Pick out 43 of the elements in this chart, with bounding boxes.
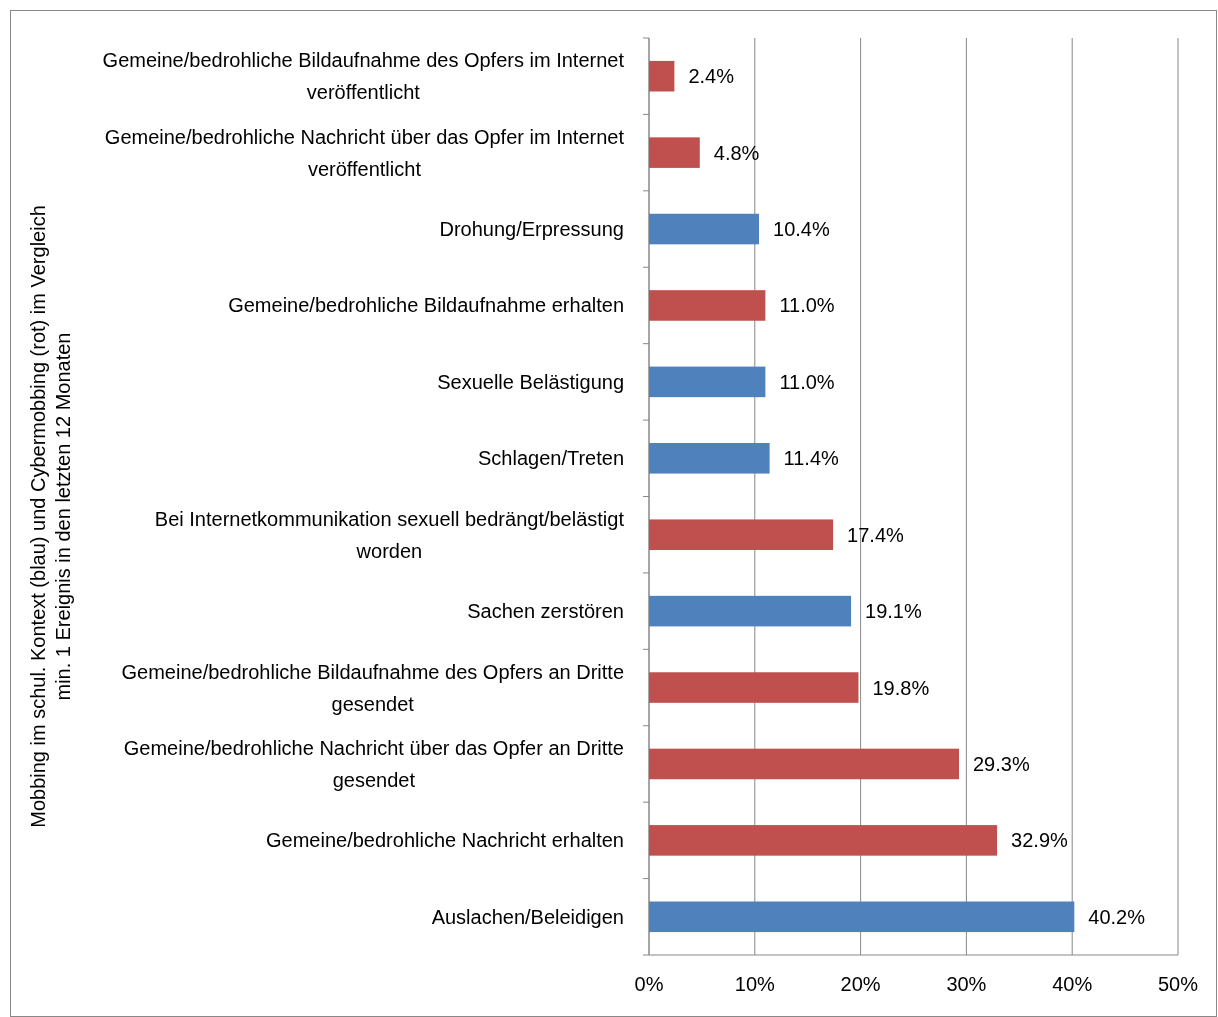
data-label: 11.0% [779,294,835,317]
x-tick-label: 50% [1157,973,1199,995]
y-tick-label: Sexuelle Belästigung [437,370,624,393]
y-tick-label: Gemeine/bedrohliche Nachricht über das Opfer an Dritte gesendet [123,736,625,791]
bar [649,901,1075,933]
x-tick-label: 10% [734,973,776,995]
bar [649,213,760,245]
y-tick-label: Gemeine/bedrohliche Nachricht erhalten [266,829,624,852]
bar [649,595,852,627]
x-tick-label: 40% [1052,973,1093,995]
data-label: 10.4% [773,218,830,241]
data-label: 40.2% [1088,905,1146,928]
x-tick-label: 20% [840,973,881,995]
data-label: 4.8% [713,141,760,164]
bar [649,519,834,550]
bar [649,825,998,856]
y-tick-label: Bei Internetkommunikation sexuell bedrängt/belästigt worden [154,507,625,562]
y-tick-label: Gemeine/bedrohliche Bildaufnahme des Opfers an Dritte gesendet [121,660,624,715]
bar [649,137,700,168]
data-label: 17.4% [847,523,905,546]
bar [649,290,766,321]
bar [649,748,959,780]
data-label: 2.4% [688,65,735,88]
data-label: 32.9% [1011,829,1069,852]
bar [649,366,766,398]
data-label: 11.0% [779,370,835,393]
bar [649,60,675,92]
y-tick-label: Auslachen/Beleidigen [431,905,625,928]
data-label: 11.4% [783,447,840,470]
y-tick-label: Gemeine/bedrohliche Bildaufnahme des Opfers im Internet veröffentlicht [102,49,625,104]
bar [649,672,859,703]
data-label: 19.1% [865,600,922,623]
y-tick-label: Gemeine/bedrohliche Nachricht über das Opfer im Internet veröffentlicht [104,125,625,180]
y-tick-label: Drohung/Erpressung [439,218,625,241]
data-label: 29.3% [972,752,1030,775]
x-tick-label: 0% [634,973,664,995]
y-tick-label: Gemeine/bedrohliche Bildaufnahme erhalten [228,294,624,317]
bar [649,443,770,474]
y-tick-label: Sachen zerstören [467,600,624,623]
y-axis-title: Mobbing im schul. Kontext (blau) und Cybermobbing (rot) im Vergleich min. 1 Ereignis in den letzten 12 Monaten [26,205,74,828]
data-label: 19.8% [872,676,930,699]
x-tick-label: 30% [946,973,987,995]
y-tick-label: Schlagen/Treten [477,447,624,470]
